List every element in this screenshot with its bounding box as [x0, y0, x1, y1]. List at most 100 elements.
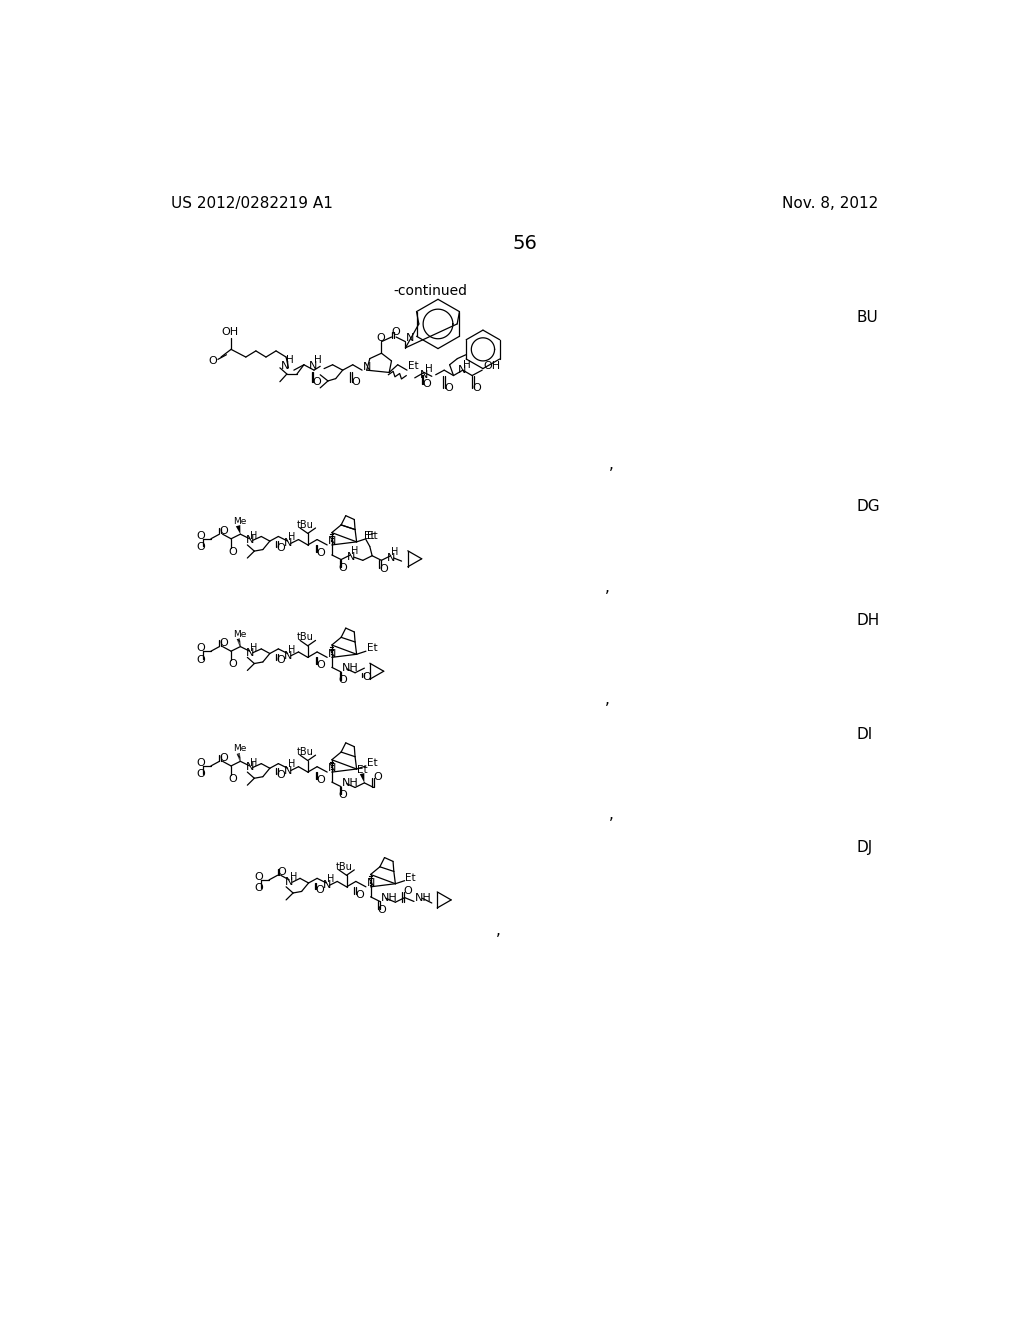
Text: ,: , [604, 579, 609, 595]
Text: N: N [387, 553, 395, 564]
Text: O: O [355, 890, 364, 899]
Text: O: O [339, 676, 347, 685]
Text: O: O [228, 774, 237, 784]
Text: H: H [391, 546, 399, 557]
Text: N: N [328, 536, 336, 546]
Text: -continued: -continued [393, 284, 467, 298]
Text: H: H [314, 355, 322, 366]
Text: DH: DH [856, 612, 880, 628]
Text: O: O [351, 376, 360, 387]
Text: tBu: tBu [297, 747, 313, 758]
Text: O: O [197, 770, 205, 779]
Text: O: O [339, 791, 347, 800]
Text: N: N [284, 539, 292, 548]
Text: O: O [197, 643, 205, 653]
Text: BU: BU [856, 310, 879, 325]
Text: O: O [254, 883, 263, 894]
Text: O: O [197, 758, 205, 768]
Text: O: O [316, 660, 325, 671]
Text: Et: Et [367, 531, 377, 541]
Text: O: O [276, 656, 286, 665]
Text: O: O [316, 548, 325, 557]
Text: Me: Me [233, 517, 247, 527]
Text: O: O [362, 672, 372, 682]
Text: ,: , [496, 923, 501, 939]
Text: O: O [276, 543, 286, 553]
Text: O: O [197, 655, 205, 665]
Text: Me: Me [233, 744, 247, 754]
Text: O: O [373, 772, 382, 783]
Text: Et: Et [367, 758, 377, 768]
Text: N: N [328, 763, 336, 774]
Text: ,: , [604, 692, 609, 708]
Text: H: H [251, 643, 258, 653]
Text: N: N [284, 766, 292, 776]
Text: N: N [458, 366, 467, 375]
Text: ,: , [608, 807, 613, 822]
Text: NH: NH [415, 892, 431, 903]
Text: Me: Me [233, 630, 247, 639]
Text: O: O [228, 659, 237, 669]
Text: US 2012/0282219 A1: US 2012/0282219 A1 [171, 195, 333, 211]
Text: DG: DG [856, 499, 880, 513]
Text: N: N [362, 362, 372, 372]
Text: H: H [328, 874, 335, 884]
Text: O: O [423, 379, 431, 389]
Text: O: O [316, 775, 325, 785]
Text: H: H [290, 871, 297, 882]
Text: O: O [197, 543, 205, 552]
Text: tBu: tBu [336, 862, 352, 871]
Text: N: N [286, 878, 294, 887]
Text: ,: , [608, 457, 613, 473]
Text: tBu: tBu [297, 632, 313, 643]
Text: O: O [209, 356, 217, 366]
Text: NH: NH [381, 892, 397, 903]
Text: O: O [219, 527, 228, 536]
Text: N: N [323, 880, 331, 890]
Polygon shape [236, 525, 241, 535]
Text: O: O [444, 383, 453, 393]
Text: O: O [378, 906, 386, 915]
Text: N: N [284, 651, 292, 661]
Text: H: H [289, 532, 296, 543]
Text: H: H [351, 546, 358, 556]
Text: O: O [228, 546, 237, 557]
Text: NH: NH [342, 663, 358, 673]
Text: H: H [251, 531, 258, 541]
Text: NH: NH [342, 777, 358, 788]
Text: H: H [289, 644, 296, 655]
Text: N: N [309, 362, 317, 371]
Text: N: N [420, 370, 429, 380]
Text: N: N [406, 333, 414, 343]
Text: Et: Et [406, 873, 416, 883]
Text: OH: OH [483, 362, 500, 371]
Text: N: N [246, 536, 254, 545]
Text: N: N [246, 763, 254, 772]
Text: O: O [376, 333, 385, 343]
Text: O: O [276, 770, 286, 780]
Text: DJ: DJ [856, 840, 872, 855]
Text: OH: OH [221, 326, 239, 337]
Text: N: N [281, 362, 289, 371]
Text: N: N [246, 648, 254, 657]
Text: H: H [463, 360, 471, 370]
Polygon shape [359, 774, 365, 783]
Text: O: O [197, 531, 205, 541]
Text: O: O [339, 564, 347, 573]
Text: O: O [380, 564, 389, 574]
Text: Nov. 8, 2012: Nov. 8, 2012 [782, 195, 879, 211]
Text: Et: Et [364, 532, 374, 541]
Text: H: H [251, 758, 258, 768]
Text: N: N [367, 878, 375, 888]
Text: H: H [289, 759, 296, 770]
Text: N: N [328, 648, 336, 659]
Text: Et: Et [367, 643, 377, 653]
Text: Et: Et [408, 362, 419, 371]
Text: O: O [391, 326, 400, 337]
Text: O: O [254, 871, 263, 882]
Text: H: H [286, 355, 294, 366]
Text: Et: Et [357, 764, 368, 775]
Text: O: O [278, 867, 287, 878]
Text: O: O [219, 754, 228, 763]
Text: N: N [346, 552, 355, 562]
